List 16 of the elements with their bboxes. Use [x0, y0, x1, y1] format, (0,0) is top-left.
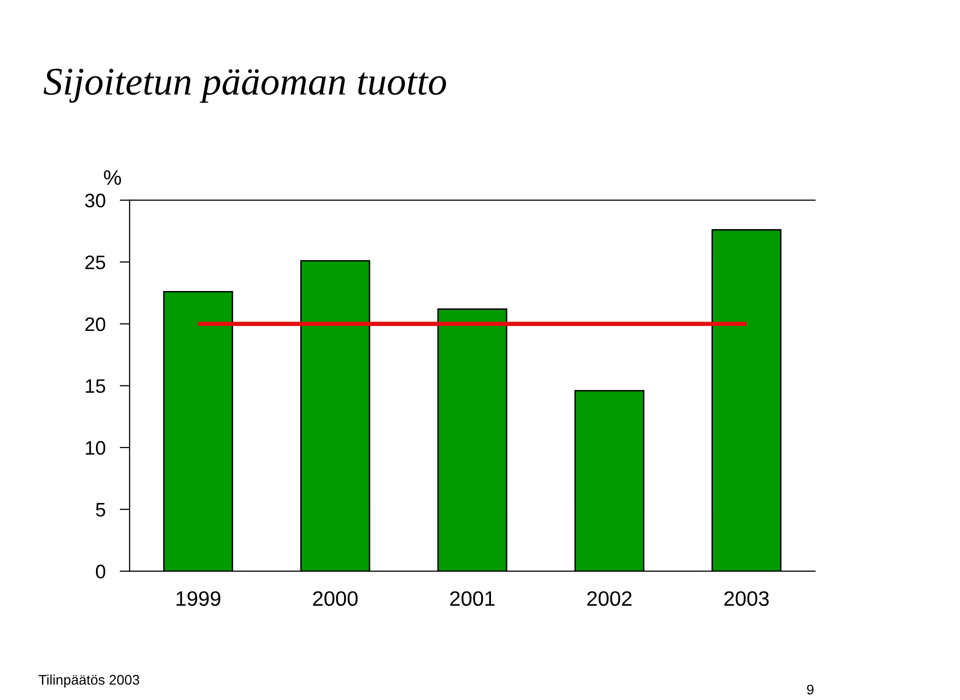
y-tick-label: 0 [96, 564, 106, 578]
x-tick-label: 2003 [724, 591, 769, 606]
y-tick-label: 30 [85, 194, 106, 208]
x-tick-label: 2001 [450, 591, 494, 606]
y-tick-label: 15 [86, 379, 106, 393]
y-tick-label: 25 [85, 256, 106, 270]
x-tick-label: 2002 [587, 591, 632, 606]
text: Tilinpäätös 2003 [38, 674, 140, 688]
y-axis-title: % [104, 170, 121, 185]
y-tick-label: 5 [96, 503, 106, 517]
y-tick-label: 20 [85, 317, 106, 332]
x-tick-label: 1999 [176, 591, 220, 606]
x-tick-label: 2000 [313, 591, 358, 606]
y-tick-label: 10 [86, 441, 106, 455]
chart-title: Sijoitetun pääoman tuotto [44, 68, 446, 103]
text: 9 [807, 684, 814, 695]
